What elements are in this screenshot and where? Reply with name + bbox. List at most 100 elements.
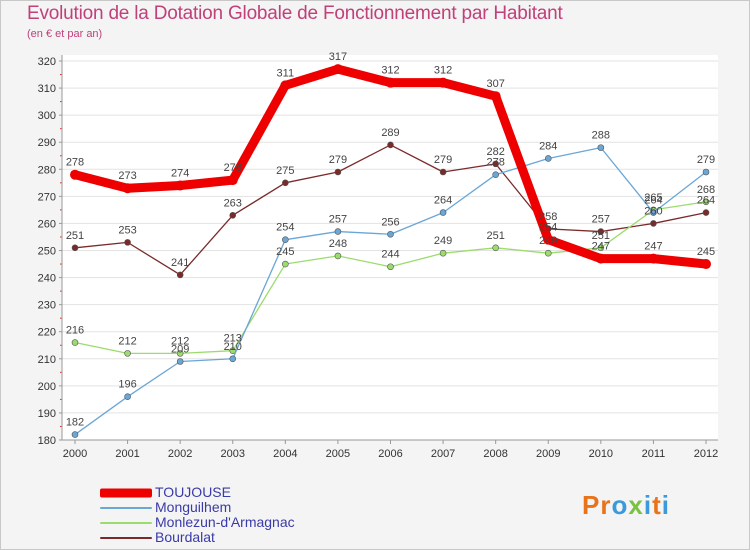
data-label: 212 [118,335,136,347]
data-label: 260 [644,205,662,217]
data-point [544,249,552,257]
data-label: 284 [539,140,557,152]
x-tick-label: 2002 [168,448,192,460]
legend-swatch-monlezun [100,521,152,524]
data-point [439,209,447,216]
y-tick-label: 310 [38,83,56,95]
data-label: 317 [329,51,347,63]
data-label: 257 [329,214,347,226]
data-point [492,160,499,168]
data-label: 312 [381,65,399,77]
y-tick-label: 270 [38,191,56,203]
legend-swatch-bourdalat [100,536,152,539]
data-point [175,180,186,191]
data-label: 249 [434,235,452,247]
data-label: 244 [381,249,399,261]
chart-title: Evolution de la Dotation Globale de Fonc… [27,3,563,24]
data-label: 196 [118,379,136,391]
data-label: 265 [644,192,662,204]
data-label: 258 [539,211,557,223]
data-point [334,252,342,260]
x-tick-label: 2010 [589,448,613,460]
data-label: 273 [118,170,136,182]
data-label: 275 [276,165,294,177]
data-label: 251 [592,230,610,242]
plot-area [62,55,718,440]
data-point [543,234,554,245]
logo-letter: r [600,490,612,520]
data-label: 274 [171,168,189,180]
data-point [176,350,184,357]
data-label: 247 [644,241,662,253]
data-label: 216 [66,325,84,337]
data-point [650,220,657,227]
y-tick-label: 190 [38,408,56,420]
data-point [124,393,131,400]
data-point [124,350,131,357]
data-label: 307 [486,78,504,90]
logo-letter: o [611,490,629,520]
data-point [702,209,710,216]
data-point [597,144,605,151]
x-tick-label: 2005 [326,448,350,460]
x-tick-label: 2008 [483,448,507,460]
data-point [334,228,342,235]
line-chart: 180 190 200 210 220 230 240 250 260 270 280 290 300 3… [38,51,719,460]
data-label: 245 [697,246,715,258]
y-tick-label: 180 [38,435,56,447]
y-tick-label: 210 [38,354,56,366]
y-tick-label: 240 [38,273,56,285]
data-label: 247 [592,241,610,253]
logo-letter: P [582,490,601,520]
data-label: 254 [276,222,294,234]
legend-label: Monlezun-d'Armagnac [155,514,295,530]
data-point [332,64,343,75]
y-tick-label: 260 [38,218,56,230]
data-point [650,209,657,216]
x-tick-label: 2000 [63,448,87,460]
data-label: 264 [697,195,715,207]
logo-letter: x [628,490,644,520]
data-label: 249 [539,235,557,247]
data-point [439,168,447,176]
data-point [71,339,79,346]
x-tick-label: 2007 [431,448,455,460]
data-label: 279 [434,154,452,166]
data-label: 279 [329,154,347,166]
data-point [176,271,184,279]
data-label: 312 [434,65,452,77]
data-point [387,141,394,149]
data-label: 254 [539,222,557,234]
data-label: 311 [277,67,295,79]
data-label: 253 [118,224,136,236]
x-tick-label: 2004 [273,448,297,460]
data-label: 288 [592,130,610,142]
data-point [439,249,447,257]
y-tick-label: 220 [38,327,56,339]
data-label: 210 [224,341,242,353]
data-point [280,80,291,91]
data-point [648,253,659,264]
logo-letter: t [652,490,662,520]
x-tick-label: 2001 [115,448,139,460]
logo-letter: i [661,490,670,520]
y-tick-label: 320 [38,56,56,68]
data-point [492,244,499,252]
data-label: 278 [486,157,504,169]
data-label: 251 [486,230,504,242]
data-label: 182 [66,417,84,429]
data-point [597,244,605,252]
y-tick-label: 230 [38,300,56,312]
data-point [124,239,131,246]
data-label: 212 [171,335,189,347]
x-tick-label: 2012 [694,448,718,460]
data-point [176,358,184,365]
data-label: 263 [224,197,242,209]
data-label: 264 [434,195,452,207]
data-point [282,260,289,268]
data-point [595,253,606,264]
data-point [71,431,79,438]
data-label: 241 [171,257,189,269]
y-tick-label: 300 [38,110,56,122]
x-tick-label: 2003 [221,448,245,460]
